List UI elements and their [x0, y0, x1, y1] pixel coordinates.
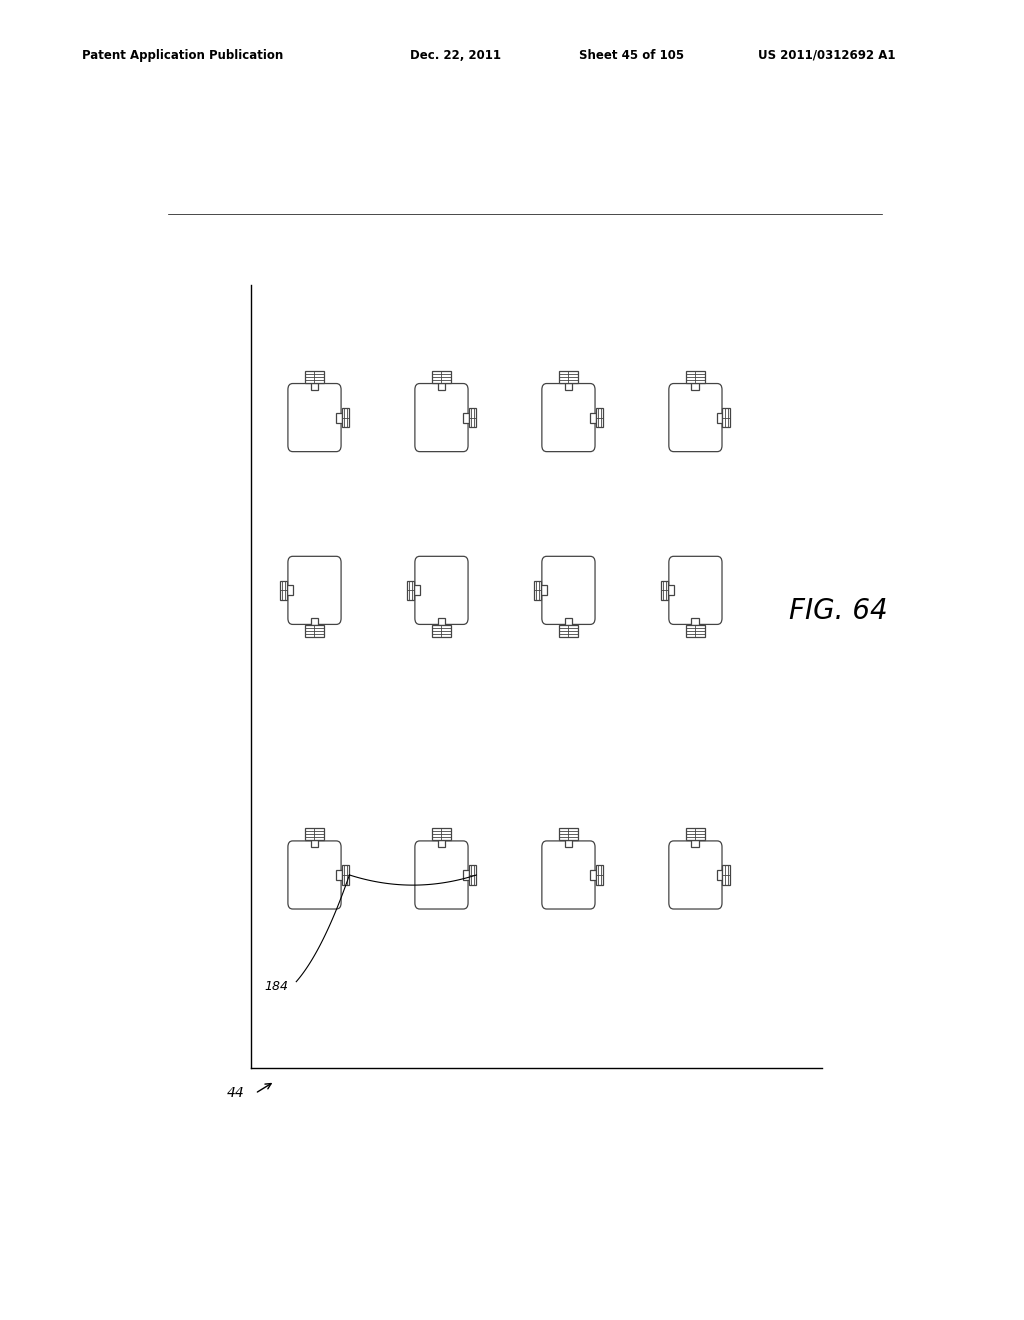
Bar [432, 828, 452, 841]
Text: 44: 44 [226, 1086, 244, 1101]
Bar [432, 371, 452, 383]
FancyBboxPatch shape [542, 384, 595, 451]
Bar [559, 828, 579, 841]
FancyBboxPatch shape [415, 556, 468, 624]
FancyBboxPatch shape [669, 384, 722, 451]
Bar [310, 383, 318, 389]
Bar [463, 870, 469, 880]
Bar [310, 618, 318, 626]
Bar [463, 413, 469, 422]
FancyBboxPatch shape [415, 384, 468, 451]
Bar [542, 585, 547, 595]
Bar [437, 618, 445, 626]
Text: FIG. 64: FIG. 64 [788, 597, 888, 624]
FancyBboxPatch shape [288, 384, 341, 451]
Bar [305, 371, 325, 383]
Bar [691, 841, 699, 847]
Bar [437, 841, 445, 847]
Bar [686, 828, 706, 841]
Bar [469, 865, 476, 884]
Bar [432, 626, 452, 638]
Bar [596, 408, 603, 428]
FancyBboxPatch shape [669, 841, 722, 909]
Bar [564, 841, 572, 847]
Bar [669, 585, 674, 595]
Bar [717, 413, 723, 422]
Bar [415, 585, 420, 595]
Bar [469, 408, 476, 428]
FancyBboxPatch shape [288, 556, 341, 624]
Bar [305, 626, 325, 638]
Bar [590, 870, 596, 880]
Bar [336, 870, 342, 880]
Text: US 2011/0312692 A1: US 2011/0312692 A1 [758, 49, 895, 62]
Bar [288, 585, 293, 595]
FancyBboxPatch shape [288, 841, 341, 909]
Text: 184: 184 [264, 981, 289, 993]
Bar [336, 413, 342, 422]
Bar [717, 870, 723, 880]
Bar [559, 626, 579, 638]
Bar [686, 626, 706, 638]
FancyBboxPatch shape [542, 841, 595, 909]
Bar [564, 618, 572, 626]
Bar [559, 371, 579, 383]
FancyBboxPatch shape [669, 556, 722, 624]
Bar [407, 581, 415, 601]
Bar [691, 383, 699, 389]
FancyBboxPatch shape [542, 556, 595, 624]
Bar [534, 581, 542, 601]
Text: Dec. 22, 2011: Dec. 22, 2011 [410, 49, 501, 62]
Bar [342, 408, 349, 428]
Bar [342, 865, 349, 884]
Text: Sheet 45 of 105: Sheet 45 of 105 [579, 49, 684, 62]
Bar [723, 865, 730, 884]
Bar [437, 383, 445, 389]
Bar [280, 581, 288, 601]
Bar [564, 383, 572, 389]
Bar [590, 413, 596, 422]
Text: Patent Application Publication: Patent Application Publication [82, 49, 284, 62]
Bar [596, 865, 603, 884]
Bar [691, 618, 699, 626]
Bar [305, 828, 325, 841]
Bar [660, 581, 669, 601]
Bar [686, 371, 706, 383]
Bar [723, 408, 730, 428]
FancyBboxPatch shape [415, 841, 468, 909]
Bar [310, 841, 318, 847]
